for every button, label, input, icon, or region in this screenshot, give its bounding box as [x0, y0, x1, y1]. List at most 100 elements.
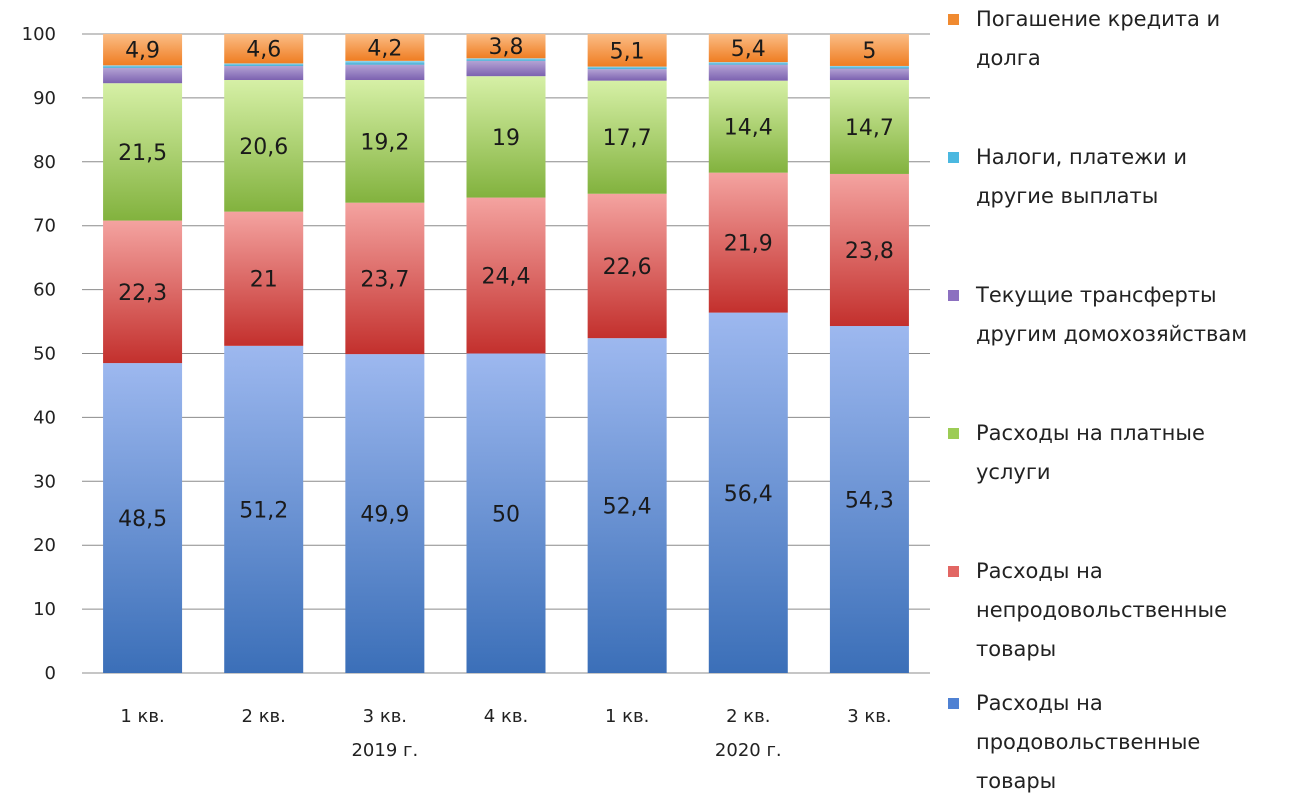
y-tick-label: 40: [33, 407, 56, 428]
data-label: 21,5: [118, 141, 167, 166]
bar-segment: [103, 220, 183, 364]
legend-label: Погашение кредита и долга: [976, 7, 1221, 70]
y-tick-label: 10: [33, 599, 56, 620]
data-label: 5,4: [731, 37, 766, 62]
legend-label: Расходы на платные услуги: [976, 421, 1205, 484]
bar-segment: [829, 326, 909, 673]
x-tick-label: 3 кв.: [363, 706, 407, 727]
bar-segment: [829, 68, 909, 81]
bar-segment: [224, 34, 304, 64]
x-tick-label: 3 кв.: [847, 706, 891, 727]
x-tick-label: 1 кв.: [120, 706, 164, 727]
bar-segment: [224, 80, 304, 212]
data-labels: 48,5 22,3 21,5 4,9 51,2 21 20,6 4,6 49,9 23,7 19,2…: [118, 35, 894, 532]
data-label: 56,4: [724, 482, 773, 507]
legend-label: Налоги, платежи и другие выплаты: [976, 145, 1188, 208]
y-tick-label: 80: [33, 152, 56, 173]
data-label: 19,2: [360, 130, 409, 155]
y-tick-label: 50: [33, 344, 56, 365]
data-label: 51,2: [239, 498, 288, 523]
data-label: 17,7: [603, 126, 652, 151]
bar-segment: [829, 65, 909, 69]
bar-segment: [103, 67, 183, 84]
data-label: 19: [492, 126, 520, 151]
y-axis-ticks: 0 10 20 30 40 50 60 70 80 90 100: [22, 24, 56, 684]
y-tick-label: 90: [33, 88, 56, 109]
bar-segment: [587, 193, 667, 339]
x-tick-label: 1 кв.: [605, 706, 649, 727]
y-tick-label: 60: [33, 280, 56, 301]
bar-segment: [587, 80, 667, 194]
x-group-label: 2020 г.: [715, 740, 782, 761]
data-label: 21,9: [724, 232, 773, 257]
bar-segment: [708, 172, 788, 313]
bar-segment: [587, 338, 667, 673]
bar-segment: [345, 80, 425, 203]
bar-segment: [224, 345, 304, 673]
data-label: 22,3: [118, 281, 167, 306]
bar-segment: [466, 353, 546, 673]
bar-segment: [708, 64, 788, 81]
data-label: 23,8: [845, 239, 894, 264]
bar-segment: [466, 197, 546, 354]
bar-segment: [708, 80, 788, 173]
legend-swatch: [948, 698, 959, 709]
bar-segment: [103, 34, 183, 66]
bar-segment: [103, 65, 183, 68]
bar-segment: [345, 64, 425, 81]
legend-label: Расходы на продовольственные товары: [976, 691, 1201, 793]
bar-segment: [829, 173, 909, 327]
data-label: 4,6: [246, 38, 281, 63]
bar-segment: [224, 63, 304, 66]
bar-segment: [345, 34, 425, 61]
y-tick-label: 0: [45, 663, 56, 684]
data-label: 22,6: [603, 255, 652, 280]
bar-segment: [587, 69, 667, 81]
bar-segment: [345, 354, 425, 673]
bar-segment: [708, 34, 788, 63]
data-label: 48,5: [118, 507, 167, 532]
bar-segment: [466, 34, 546, 59]
data-label: 21: [250, 268, 278, 293]
legend-swatch: [948, 152, 959, 163]
y-tick-label: 70: [33, 216, 56, 237]
bars: [103, 34, 909, 673]
y-tick-label: 30: [33, 471, 56, 492]
legend-swatch: [948, 428, 959, 439]
legend-swatch: [948, 290, 959, 301]
bar-segment: [587, 34, 667, 67]
y-tick-label: 20: [33, 535, 56, 556]
data-label: 14,4: [724, 116, 773, 141]
data-label: 24,4: [482, 265, 531, 290]
bar-segment: [829, 80, 909, 174]
data-label: 4,9: [125, 39, 160, 64]
bar-segment: [708, 312, 788, 673]
bar-segment: [103, 363, 183, 673]
legend-swatch: [948, 566, 959, 577]
data-label: 5: [862, 39, 876, 64]
data-label: 54,3: [845, 489, 894, 514]
y-tick-label: 100: [22, 24, 56, 45]
data-label: 4,2: [367, 36, 402, 61]
data-label: 50: [492, 502, 520, 527]
legend-label: Текущие трансферты другим домохозяйствам: [976, 283, 1248, 346]
bar-segment: [345, 202, 425, 355]
data-label: 23,7: [360, 267, 409, 292]
x-group-label: 2019 г.: [351, 740, 418, 761]
bar-segment: [224, 211, 304, 346]
data-label: 20,6: [239, 135, 288, 160]
x-tick-label: 2 кв.: [242, 706, 286, 727]
x-tick-label: 4 кв.: [484, 706, 528, 727]
data-label: 52,4: [603, 495, 652, 520]
x-tick-label: 2 кв.: [726, 706, 770, 727]
bar-segment: [466, 76, 546, 198]
data-label: 49,9: [360, 503, 409, 528]
x-axis-ticks: 1 кв. 2 кв. 3 кв. 4 кв. 1 кв. 2 кв. 3 кв. 2019 …: [120, 706, 891, 761]
bar-segment: [466, 60, 546, 77]
bar-segment: [587, 66, 667, 70]
bar-segment: [466, 58, 546, 61]
legend-label: Расходы на непродовольственные товары: [976, 559, 1227, 661]
legend-swatch: [948, 14, 959, 25]
bar-segment: [829, 34, 909, 66]
